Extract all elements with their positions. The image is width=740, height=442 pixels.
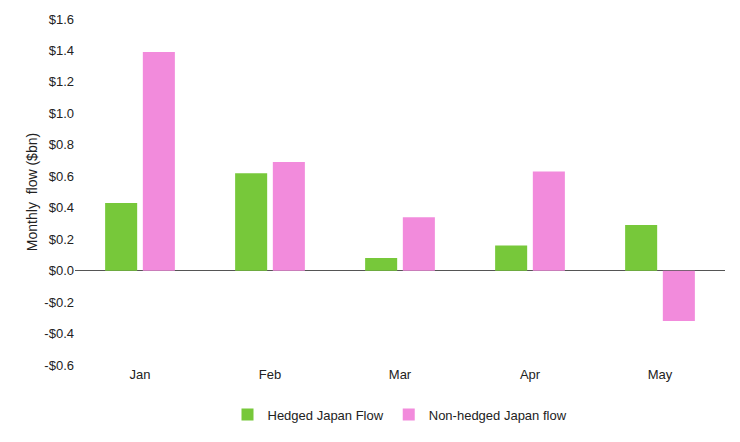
svg-text:$0.6: $0.6 [49, 169, 74, 184]
svg-text:Jan: Jan [130, 367, 151, 382]
svg-text:Feb: Feb [259, 367, 281, 382]
svg-text:$0.0: $0.0 [49, 263, 74, 278]
svg-text:$1.4: $1.4 [49, 43, 74, 58]
svg-text:Hedged Japan Flow: Hedged Japan Flow [268, 408, 384, 423]
svg-text:$1.2: $1.2 [49, 74, 74, 89]
svg-text:-$0.4: -$0.4 [44, 326, 74, 341]
svg-text:May: May [648, 367, 673, 382]
svg-text:Apr: Apr [520, 367, 541, 382]
svg-text:$1.6: $1.6 [49, 12, 74, 27]
svg-text:-$0.2: -$0.2 [44, 295, 74, 310]
svg-text:$1.0: $1.0 [49, 106, 74, 121]
svg-text:Monthly flow ($bn): Monthly flow ($bn) [24, 133, 40, 251]
svg-text:Non-hedged Japan flow: Non-hedged Japan flow [429, 408, 567, 423]
svg-text:Mar: Mar [389, 367, 412, 382]
svg-text:-$0.6: -$0.6 [44, 358, 74, 373]
svg-text:$0.4: $0.4 [49, 200, 74, 215]
svg-text:$0.2: $0.2 [49, 232, 74, 247]
svg-text:$0.8: $0.8 [49, 137, 74, 152]
